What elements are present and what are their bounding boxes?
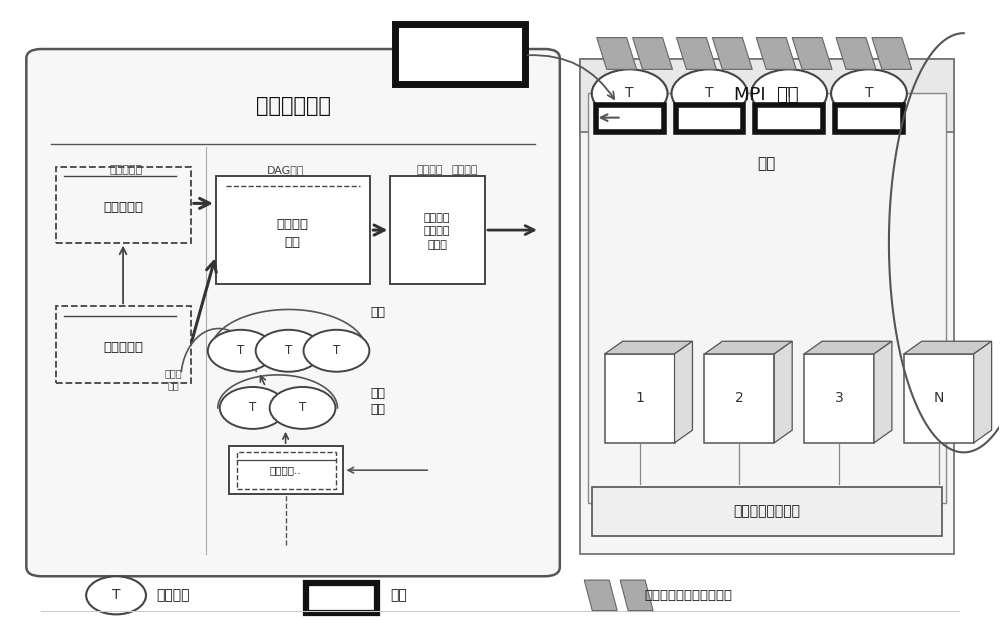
Bar <box>904 354 974 443</box>
Text: T: T <box>285 345 292 357</box>
Text: 提交
失败: 提交 失败 <box>370 387 385 416</box>
Polygon shape <box>904 341 992 354</box>
Bar <box>804 354 874 443</box>
Polygon shape <box>675 341 692 443</box>
Circle shape <box>270 387 335 429</box>
Bar <box>588 94 946 503</box>
Text: T: T <box>865 87 873 101</box>
Bar <box>676 105 743 131</box>
Bar <box>704 354 774 443</box>
Text: 执行单元: 执行单元 <box>417 165 443 175</box>
Polygon shape <box>804 341 892 354</box>
Text: 集群: 集群 <box>758 156 776 171</box>
Text: 单一任务: 单一任务 <box>156 588 189 602</box>
Text: 工作负载
管理器和
调度器: 工作负载 管理器和 调度器 <box>424 213 450 249</box>
Circle shape <box>86 576 146 614</box>
Text: 数据传送流程: 数据传送流程 <box>256 96 331 116</box>
Circle shape <box>592 70 668 117</box>
Text: 任务重
提交: 任务重 提交 <box>164 369 182 390</box>
Text: T: T <box>705 87 714 101</box>
Bar <box>56 167 191 243</box>
Circle shape <box>304 330 369 372</box>
Text: 构造任务树: 构造任务树 <box>109 165 143 175</box>
Text: T: T <box>299 401 306 415</box>
Bar <box>229 446 343 494</box>
Bar <box>580 59 954 131</box>
Polygon shape <box>704 341 792 354</box>
Text: T: T <box>249 401 256 415</box>
Text: 执行单元: 执行单元 <box>452 165 478 175</box>
Polygon shape <box>756 38 796 70</box>
Polygon shape <box>677 38 716 70</box>
Text: 3: 3 <box>835 391 843 405</box>
Text: 开始: 开始 <box>370 306 385 319</box>
Circle shape <box>831 70 907 117</box>
Text: T: T <box>625 87 634 101</box>
Bar <box>237 452 336 489</box>
Polygon shape <box>774 341 792 443</box>
Text: T: T <box>112 588 120 602</box>
Polygon shape <box>836 38 876 70</box>
Polygon shape <box>597 38 637 70</box>
Bar <box>390 176 485 284</box>
Polygon shape <box>584 580 617 611</box>
Polygon shape <box>872 38 912 70</box>
Text: 程序: 程序 <box>390 588 407 602</box>
Text: N: N <box>934 391 944 405</box>
Bar <box>592 487 942 537</box>
Text: MPI  运行: MPI 运行 <box>734 85 799 104</box>
Text: T: T <box>333 345 340 357</box>
Text: 1: 1 <box>635 391 644 405</box>
Polygon shape <box>712 38 752 70</box>
Text: 影像预整理: 影像预整理 <box>103 341 143 354</box>
Circle shape <box>751 70 827 117</box>
Bar <box>306 582 377 613</box>
Circle shape <box>256 330 321 372</box>
Polygon shape <box>974 341 992 443</box>
Bar <box>605 354 675 443</box>
Text: 任务树建立: 任务树建立 <box>103 202 143 214</box>
Circle shape <box>220 387 286 429</box>
Polygon shape <box>605 341 692 354</box>
Text: 遥感影像对（成对镶嵌）: 遥感影像对（成对镶嵌） <box>645 589 733 602</box>
Polygon shape <box>874 341 892 443</box>
Text: 单一任务
执行: 单一任务 执行 <box>277 218 309 249</box>
Polygon shape <box>620 580 653 611</box>
Text: T: T <box>785 87 793 101</box>
Text: 2: 2 <box>735 391 744 405</box>
Polygon shape <box>633 38 673 70</box>
Bar <box>580 59 954 554</box>
Text: 状态报告..: 状态报告.. <box>270 465 301 475</box>
Bar <box>216 176 370 284</box>
Circle shape <box>208 330 274 372</box>
Bar <box>395 24 525 84</box>
Circle shape <box>672 70 747 117</box>
Text: T: T <box>237 345 244 357</box>
Text: 并行文件操作系统: 并行文件操作系统 <box>733 505 800 519</box>
Bar <box>835 105 903 131</box>
Text: DAG调度: DAG调度 <box>267 165 304 175</box>
Bar <box>56 306 191 383</box>
Polygon shape <box>792 38 832 70</box>
Bar <box>755 105 823 131</box>
FancyBboxPatch shape <box>26 49 560 576</box>
Bar <box>596 105 664 131</box>
